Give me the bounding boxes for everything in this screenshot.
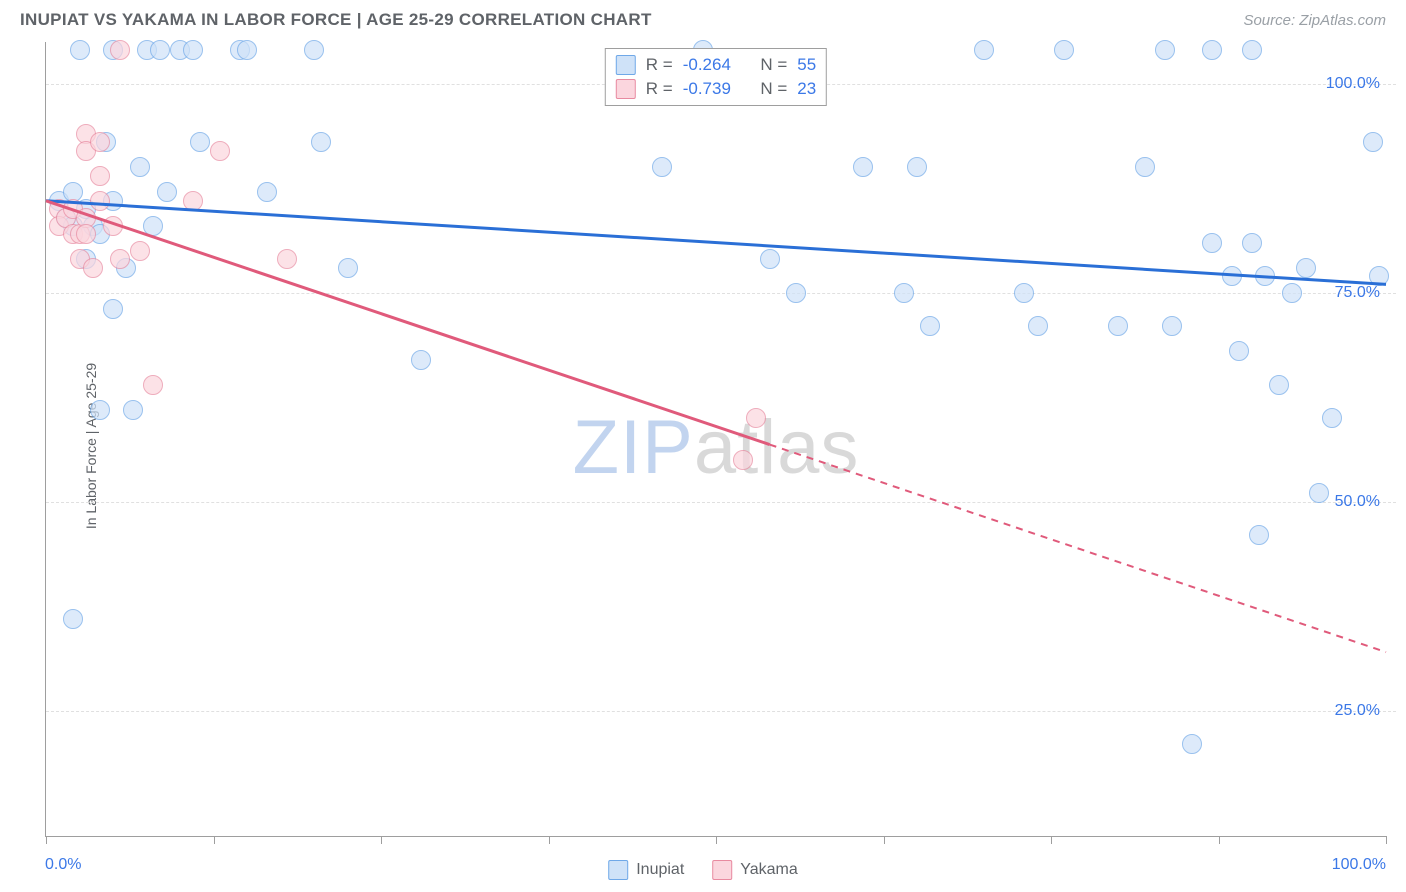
x-tick <box>716 836 717 844</box>
legend-swatch-yakama <box>712 860 732 880</box>
correlation-legend-row: R = -0.739 N = 23 <box>616 77 816 101</box>
stat-r-label: R = <box>646 55 673 75</box>
correlation-legend-row: R = -0.264 N = 55 <box>616 53 816 77</box>
stat-r-label: R = <box>646 79 673 99</box>
x-axis-label-max: 100.0% <box>1332 856 1386 874</box>
x-tick <box>214 836 215 844</box>
x-axis-label-min: 0.0% <box>45 856 81 874</box>
chart-title: INUPIAT VS YAKAMA IN LABOR FORCE | AGE 2… <box>20 10 652 30</box>
source-attribution: Source: ZipAtlas.com <box>1243 12 1386 29</box>
stat-n-label: N = <box>760 79 787 99</box>
series-legend: Inupiat Yakama <box>608 860 798 880</box>
stat-n-label: N = <box>760 55 787 75</box>
regression-line-extrapolated <box>770 445 1386 653</box>
x-tick <box>1219 836 1220 844</box>
stat-n-value-yakama: 23 <box>797 79 816 99</box>
regression-line <box>46 201 770 445</box>
x-tick <box>381 836 382 844</box>
x-tick <box>884 836 885 844</box>
x-tick <box>549 836 550 844</box>
legend-swatch-inupiat <box>608 860 628 880</box>
legend-item-yakama: Yakama <box>712 860 798 880</box>
x-tick <box>1386 836 1387 844</box>
legend-label: Inupiat <box>636 861 684 879</box>
stat-r-value-yakama: -0.739 <box>683 79 731 99</box>
correlation-legend: R = -0.264 N = 55 R = -0.739 N = 23 <box>605 48 827 106</box>
chart-plot-area: ZIPatlas R = -0.264 N = 55 R = -0.739 N … <box>45 42 1386 837</box>
x-tick <box>46 836 47 844</box>
stat-r-value-inupiat: -0.264 <box>683 55 731 75</box>
regression-line <box>46 201 1386 285</box>
legend-label: Yakama <box>740 861 798 879</box>
x-tick <box>1051 836 1052 844</box>
legend-item-inupiat: Inupiat <box>608 860 684 880</box>
regression-lines-layer <box>46 42 1386 836</box>
legend-swatch-yakama <box>616 79 636 99</box>
legend-swatch-inupiat <box>616 55 636 75</box>
stat-n-value-inupiat: 55 <box>797 55 816 75</box>
